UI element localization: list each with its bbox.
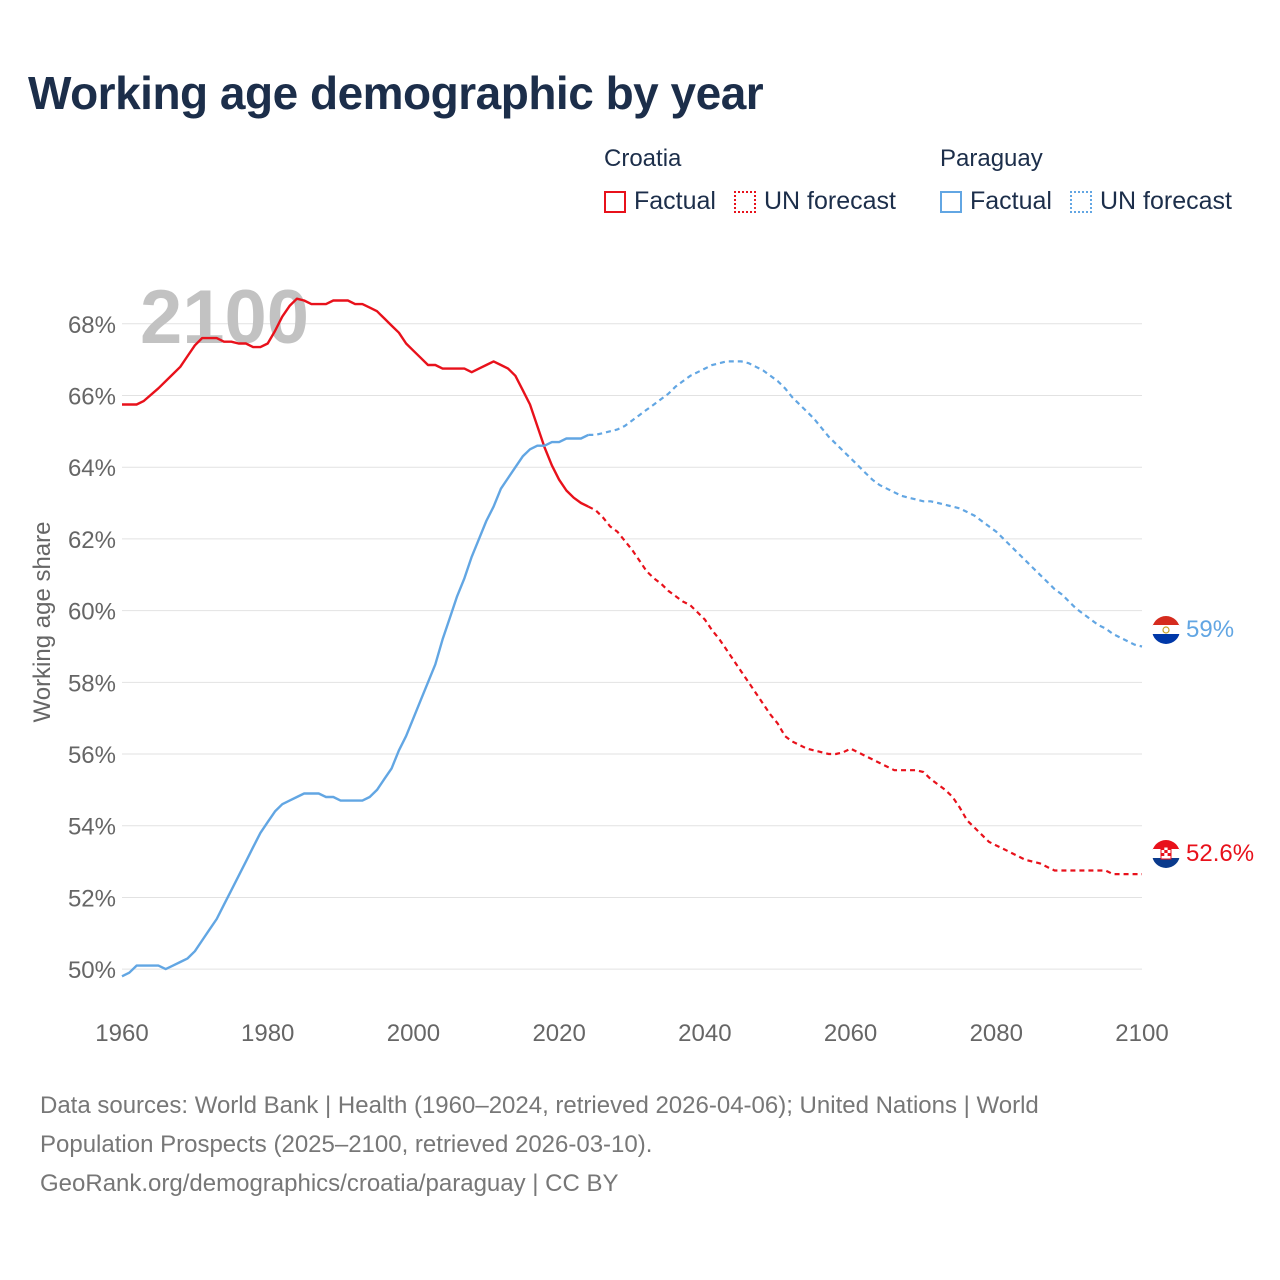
paraguay-flag-icon bbox=[1152, 616, 1180, 644]
legend-group-name: Paraguay bbox=[940, 145, 1043, 172]
legend-item-paraguay-forecast[interactable]: UN forecast bbox=[1069, 187, 1232, 216]
croatia-flag-icon bbox=[1152, 840, 1180, 868]
legend-group-name: Croatia bbox=[604, 145, 682, 172]
legend-label: UN forecast bbox=[763, 187, 896, 215]
x-tick-label: 2000 bbox=[387, 1020, 440, 1047]
series-line-croatia-forecast bbox=[587, 505, 1142, 876]
y-tick-label: 68% bbox=[68, 312, 116, 339]
legend-label: Factual bbox=[634, 187, 716, 215]
footer-line: Data sources: World Bank | Health (1960–… bbox=[40, 1092, 1039, 1119]
end-label-croatia: 52.6% bbox=[1186, 840, 1254, 867]
legend-swatch-solid bbox=[940, 190, 962, 213]
y-axis-label: Working age share bbox=[29, 522, 56, 723]
y-tick-label: 50% bbox=[68, 957, 116, 984]
series-line-croatia-factual bbox=[122, 297, 589, 508]
legend-swatch-dotted bbox=[733, 190, 756, 213]
x-axis-ticks: 1960 1980 2000 2020 2040 2060 2080 2100 bbox=[95, 1020, 1168, 1047]
legend-label: UN forecast bbox=[1099, 187, 1232, 215]
footer: Data sources: World Bank | Health (1960–… bbox=[40, 1086, 1240, 1203]
legend-swatch-dotted bbox=[1069, 190, 1092, 213]
x-tick-label: 1960 bbox=[95, 1020, 148, 1047]
x-tick-label: 2100 bbox=[1115, 1020, 1168, 1047]
legend-swatch-solid bbox=[604, 190, 626, 213]
series-lines bbox=[121, 297, 1143, 978]
x-tick-label: 2060 bbox=[824, 1020, 877, 1047]
legend-item-croatia-forecast[interactable]: UN forecast bbox=[733, 187, 896, 216]
series-line-paraguay-factual bbox=[121, 433, 589, 978]
y-tick-label: 52% bbox=[68, 885, 116, 912]
legend-label: Factual bbox=[970, 187, 1052, 215]
y-tick-label: 64% bbox=[68, 455, 116, 482]
chart-title: Working age demographic by year bbox=[28, 67, 764, 119]
end-label-paraguay: 59% bbox=[1186, 616, 1234, 643]
y-tick-label: 54% bbox=[68, 814, 116, 841]
legend-item-croatia-factual[interactable]: Factual bbox=[604, 187, 716, 216]
legend-item-paraguay-factual[interactable]: Factual bbox=[940, 187, 1052, 216]
x-tick-label: 1980 bbox=[241, 1020, 294, 1047]
legend-group-paraguay: Paraguay Factual UN forecast bbox=[940, 145, 1250, 216]
x-tick-label: 2080 bbox=[970, 1020, 1023, 1047]
footer-line: Population Prospects (2025–2100, retriev… bbox=[40, 1131, 653, 1158]
gridlines bbox=[122, 323, 1142, 970]
y-axis-ticks: 50% 52% 54% 56% 58% 60% 62% 64% 66% 68% bbox=[68, 312, 116, 984]
legend-group-croatia: Croatia Factual UN forecast bbox=[604, 145, 914, 216]
y-tick-label: 62% bbox=[68, 527, 116, 554]
y-tick-label: 60% bbox=[68, 599, 116, 626]
y-tick-label: 56% bbox=[68, 742, 116, 769]
x-tick-label: 2020 bbox=[532, 1020, 585, 1047]
series-line-paraguay-forecast bbox=[588, 360, 1143, 648]
year-watermark: 2100 bbox=[140, 275, 309, 360]
x-tick-label: 2040 bbox=[678, 1020, 731, 1047]
footer-line: GeoRank.org/demographics/croatia/paragua… bbox=[40, 1170, 619, 1197]
y-tick-label: 58% bbox=[68, 670, 116, 697]
y-tick-label: 66% bbox=[68, 383, 116, 410]
